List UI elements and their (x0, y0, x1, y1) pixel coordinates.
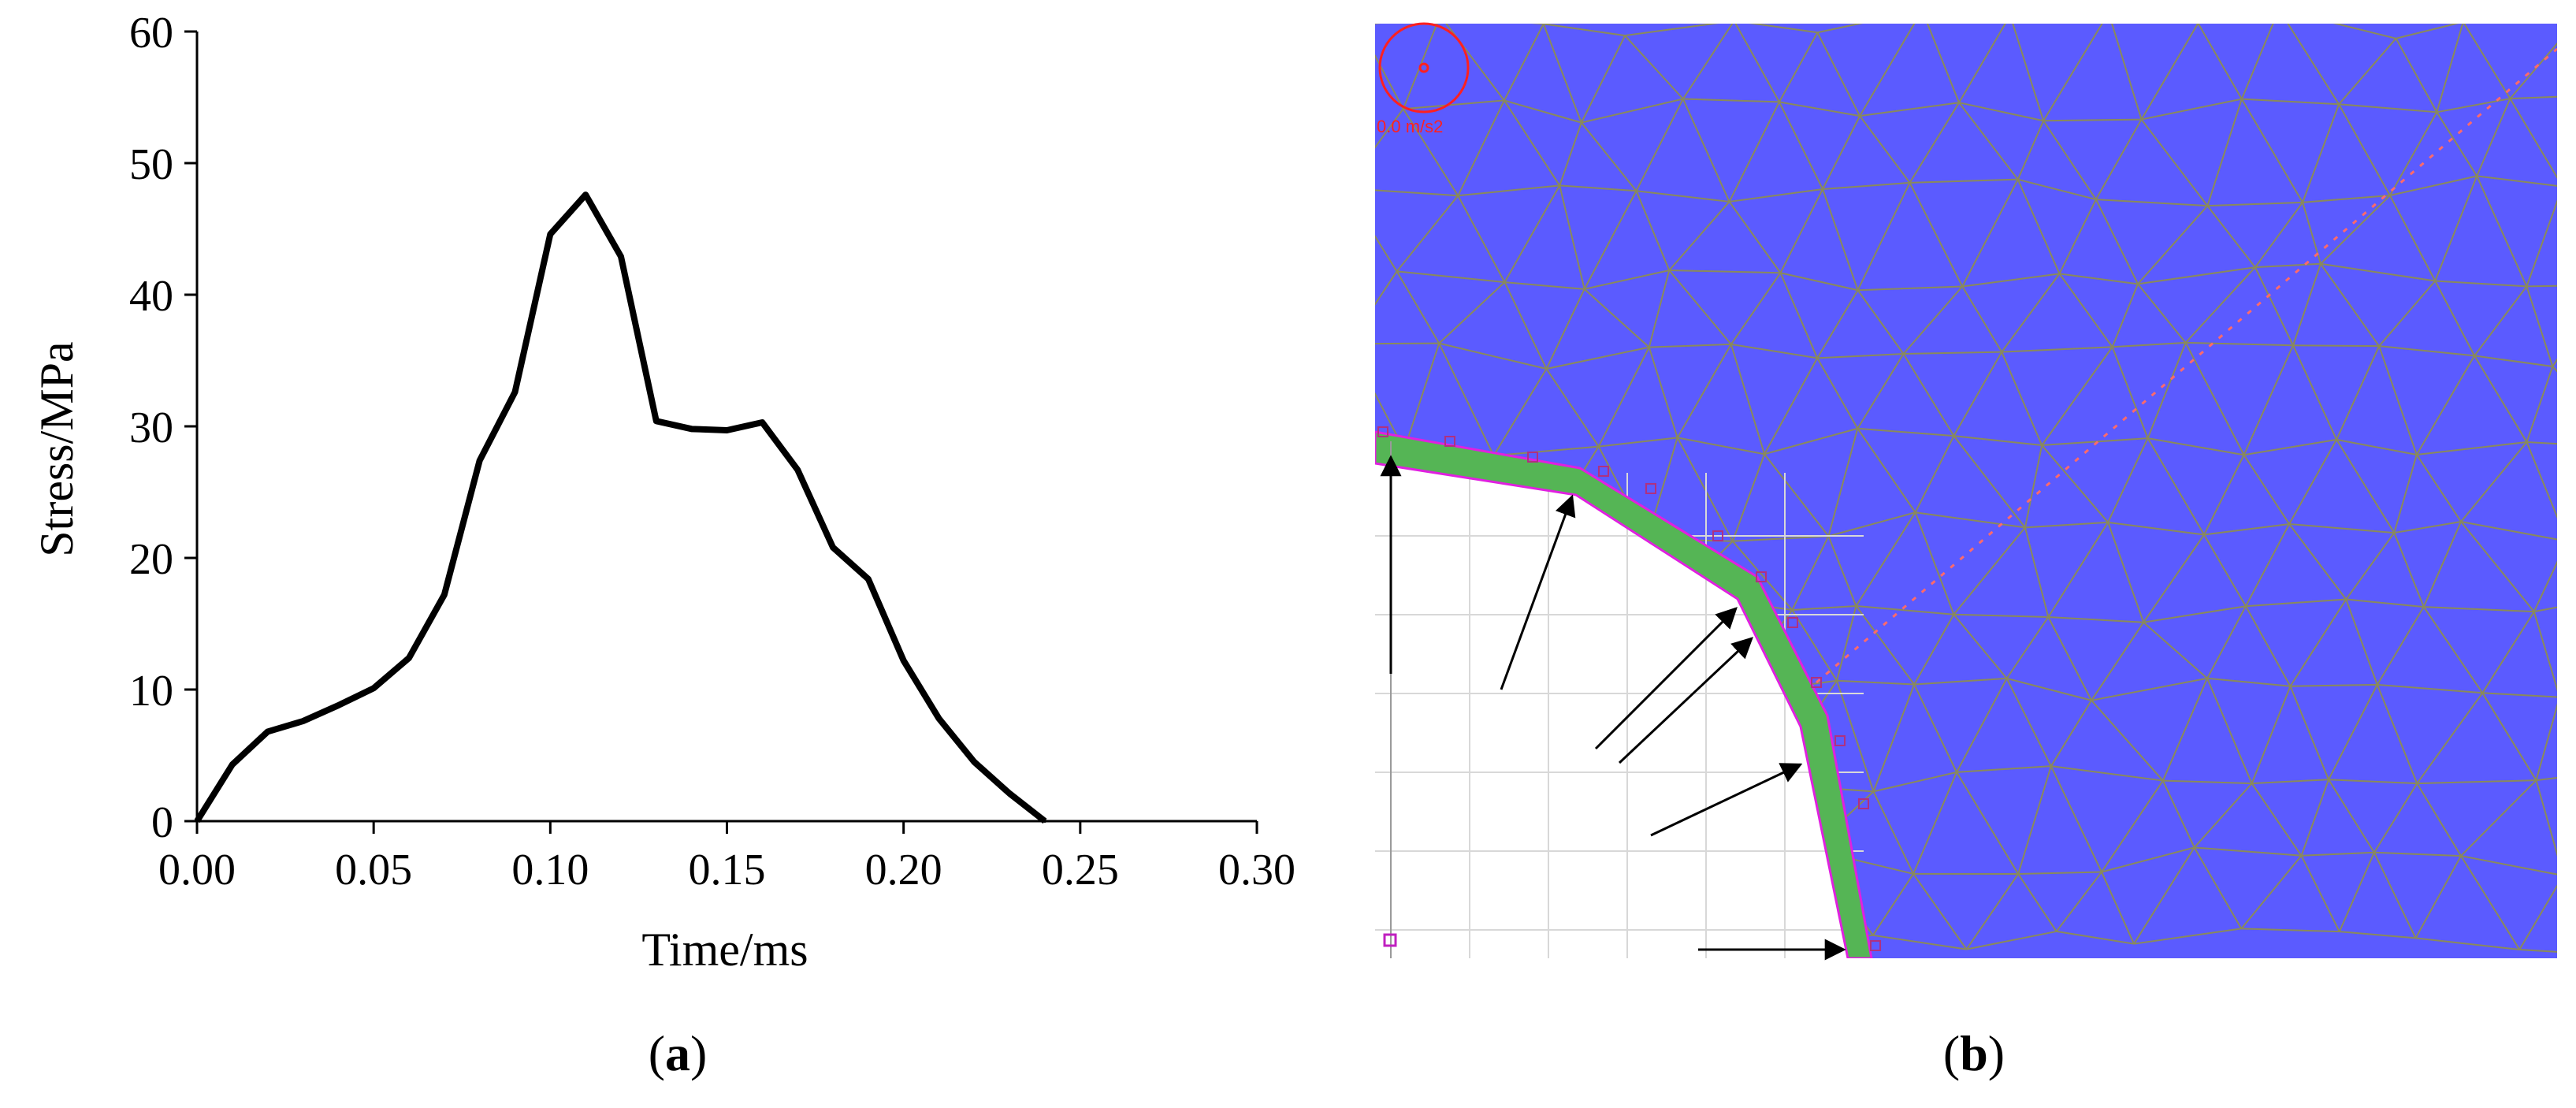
x-tick-label: 0.10 (511, 846, 589, 894)
mesh-edge (2559, 697, 2576, 772)
mesh-edge (2010, 13, 2109, 15)
x-tick-label: 0.05 (335, 846, 412, 894)
y-tick-label: 50 (129, 140, 173, 189)
x-tick-label: 0.30 (1218, 846, 1295, 894)
data-point (407, 656, 411, 660)
x-tick-label: 0.00 (158, 846, 236, 894)
mesh-edge (2463, 14, 2576, 22)
data-point (231, 763, 234, 766)
caption-b-letter: b (1960, 1025, 1988, 1081)
chart-svg: 0.00 0.05 0.10 0.15 0.20 0.25 0.30 0 10 20 30 40 50 6… (0, 0, 1324, 1104)
data-point (902, 659, 905, 662)
data-point (726, 429, 729, 432)
y-tick-label: 0 (151, 798, 173, 847)
mesh-edge (2293, 345, 2379, 346)
mesh-svg: 0.0 m/s2 (1375, 0, 2576, 985)
y-tick-label: 20 (129, 535, 173, 584)
mesh-edge (2198, 9, 2279, 23)
data-point (266, 730, 269, 733)
mesh-edge (1440, 16, 1544, 24)
data-point (796, 468, 799, 471)
data-point (1043, 820, 1046, 823)
tick-labels: 0.00 0.05 0.10 0.15 0.20 0.25 0.30 0 10 20 30 40 50 6… (129, 9, 1295, 894)
data-point (938, 717, 941, 720)
series-line (197, 195, 1045, 821)
data-point (1008, 792, 1011, 795)
mesh-edge (2563, 772, 2576, 876)
data-point (690, 427, 693, 430)
data-point (514, 391, 517, 394)
mesh-edge (2559, 599, 2576, 697)
x-axis-label: Time/ms (641, 924, 808, 976)
data-point (867, 578, 870, 581)
caption-a-letter: a (665, 1025, 690, 1081)
data-point (336, 704, 340, 707)
caption-b: (b) (1895, 1024, 2053, 1083)
y-tick-label: 30 (129, 403, 173, 452)
data-point (584, 193, 587, 196)
y-tick-label: 40 (129, 272, 173, 321)
stress-time-chart: 0.00 0.05 0.10 0.15 0.20 0.25 0.30 0 10 20 30 40 50 6… (0, 0, 1324, 1104)
data-point (372, 686, 375, 690)
x-tick-label: 0.25 (1042, 846, 1119, 894)
series-layer (195, 193, 1046, 823)
data-point (760, 421, 764, 424)
data-point (831, 546, 835, 549)
y-tick-label: 60 (129, 9, 173, 58)
x-tick-label: 0.15 (689, 846, 766, 894)
data-point (302, 719, 305, 723)
data-point (972, 760, 976, 764)
mesh-edge (2563, 876, 2576, 956)
mesh-edge (2567, 448, 2576, 541)
y-tick-label: 10 (129, 667, 173, 716)
x-tick-label: 0.20 (865, 846, 942, 894)
data-point (195, 820, 199, 823)
mesh-edge (2567, 541, 2576, 599)
data-point (619, 255, 623, 258)
scale-label: 0.0 m/s2 (1377, 117, 1443, 136)
data-point (443, 593, 446, 597)
mesh-edge (2563, 95, 2576, 187)
mesh-edge (1922, 10, 2010, 15)
caption-a: (a) (599, 1024, 756, 1083)
data-point (655, 419, 658, 422)
data-point (478, 459, 481, 462)
mesh-edge (2109, 13, 2199, 23)
data-point (548, 232, 552, 236)
mesh-edge (2563, 187, 2576, 285)
y-axis-label: Stress/MPa (31, 341, 83, 556)
simulation-mesh-panel: 0.0 m/s2 (b) (1375, 0, 2576, 1104)
